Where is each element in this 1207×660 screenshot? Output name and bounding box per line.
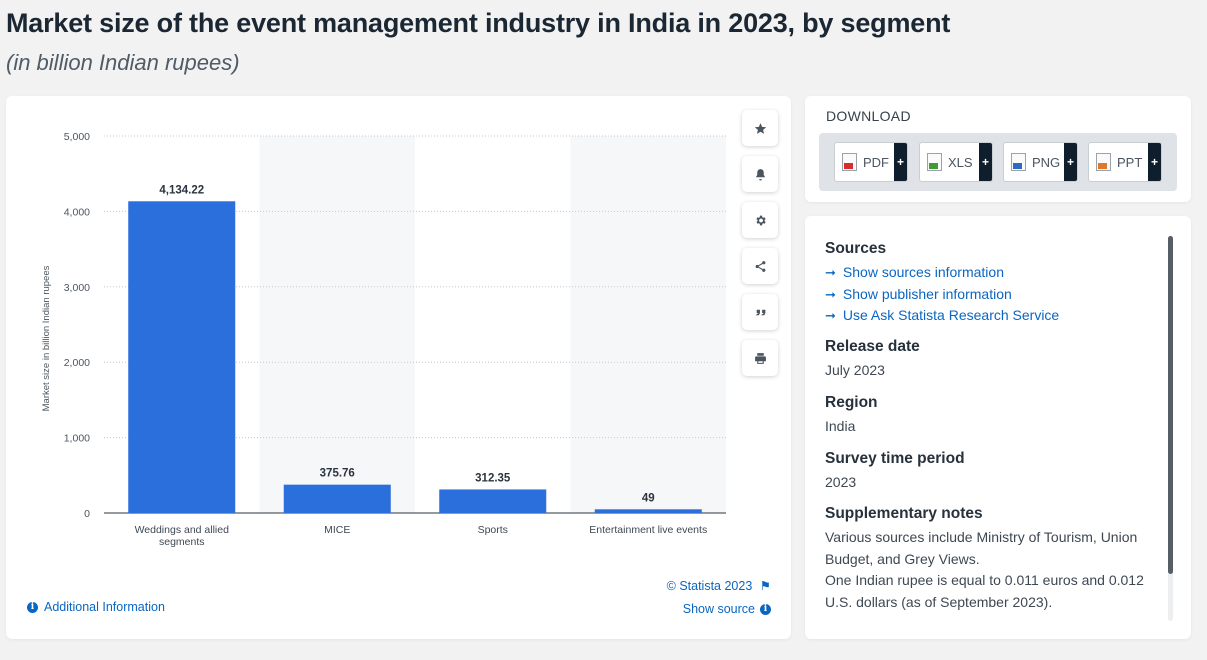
bar <box>594 509 702 513</box>
print-icon <box>754 352 766 364</box>
plus-icon: + <box>1064 143 1077 181</box>
arrow-right-icon: ➞ <box>825 286 836 302</box>
arrow-right-icon: ➞ <box>825 265 836 280</box>
bar <box>128 201 236 513</box>
ask-statista-label: Use Ask Statista Research Service <box>842 307 1060 323</box>
x-tick-label: MICE <box>324 524 350 536</box>
region-value: India <box>825 418 856 434</box>
download-xls-label: XLS <box>948 154 973 170</box>
category-band <box>259 136 415 513</box>
additional-information-link[interactable]: i Additional Information <box>27 600 165 614</box>
share-icon <box>755 260 765 272</box>
download-pdf-button[interactable]: PDF + <box>834 142 908 182</box>
arrow-right-icon: ➞ <box>825 308 836 323</box>
supplementary-notes-text-2: One Indian rupee is equal to 0.011 euros… <box>825 572 1144 610</box>
download-ppt-button[interactable]: PPT + <box>1088 142 1162 182</box>
bar <box>283 484 391 513</box>
flag-icon: ⚑ <box>759 579 771 593</box>
download-xls-button[interactable]: XLS + <box>919 142 993 182</box>
data-label: 4,134.22 <box>159 184 204 196</box>
share-button[interactable] <box>742 248 778 284</box>
show-publisher-link[interactable]: ➞ Show publisher information <box>825 284 1155 306</box>
region-section: Region India <box>825 394 1155 438</box>
x-tick-label: segments <box>159 536 205 548</box>
plus-icon: + <box>1148 143 1161 181</box>
ppt-file-icon <box>1096 153 1111 171</box>
png-file-icon <box>1011 153 1026 171</box>
pdf-file-icon <box>842 153 857 171</box>
show-sources-link[interactable]: ➞ Show sources information <box>825 262 1155 284</box>
gear-icon <box>755 215 766 225</box>
quote-icon <box>755 309 765 315</box>
y-tick-label: 0 <box>84 508 90 520</box>
show-sources-label: Show sources information <box>842 264 1004 280</box>
settings-button[interactable] <box>742 202 778 238</box>
x-tick-label: Weddings and allied <box>135 524 230 536</box>
release-date-section: Release date July 2023 <box>825 338 1155 382</box>
download-card: DOWNLOAD PDF + XLS + PNG + PPT + <box>805 96 1191 202</box>
favorite-button[interactable] <box>742 110 778 146</box>
page-title: Market size of the event management indu… <box>6 8 951 38</box>
star-icon <box>754 122 766 134</box>
chart-card: 0 1,000 2,000 3,000 4,000 5,000 Market size in… <box>6 96 791 639</box>
data-label: 49 <box>642 492 655 504</box>
show-source-link[interactable]: Show source i <box>683 602 771 616</box>
bar <box>439 489 547 513</box>
survey-period-value: 2023 <box>825 474 857 490</box>
survey-period-heading: Survey time period <box>825 450 965 467</box>
statista-credit[interactable]: © Statista 2023 ⚑ <box>667 578 771 593</box>
show-publisher-label: Show publisher information <box>842 285 1012 302</box>
download-png-button[interactable]: PNG + <box>1003 142 1078 182</box>
data-label: 312.35 <box>475 472 511 484</box>
x-tick-label: Sports <box>478 524 508 536</box>
download-pdf-label: PDF <box>863 154 889 170</box>
page-subtitle: (in billion Indian rupees) <box>6 50 240 75</box>
download-png-label: PNG <box>1032 154 1061 170</box>
x-tick-label: Entertainment live events <box>589 524 707 536</box>
credit-text: © Statista 2023 <box>666 579 753 593</box>
cite-button[interactable] <box>742 294 778 330</box>
scrollbar-thumb[interactable] <box>1168 236 1173 574</box>
xls-file-icon <box>927 153 942 171</box>
y-axis-label: Market size in billion Indian rupees <box>41 265 52 411</box>
info-icon: i <box>27 601 38 613</box>
show-source-label: Show source <box>682 602 755 616</box>
survey-period-section: Survey time period 2023 <box>825 450 1155 494</box>
supplementary-notes-section: Supplementary notes Various sources incl… <box>825 505 1155 613</box>
download-buttons: PDF + XLS + PNG + PPT + <box>819 133 1177 191</box>
release-date-heading: Release date <box>825 338 920 355</box>
info-icon: i <box>760 603 771 615</box>
info-card: Sources ➞ Show sources information ➞ Sho… <box>805 216 1191 639</box>
data-label: 375.76 <box>320 468 355 480</box>
y-tick-label: 1,000 <box>64 433 90 445</box>
y-tick-label: 3,000 <box>64 282 90 294</box>
print-button[interactable] <box>742 340 778 376</box>
notification-button[interactable] <box>742 156 778 192</box>
info-scrollbar[interactable] <box>1168 236 1173 621</box>
region-heading: Region <box>825 394 878 411</box>
supplementary-notes-heading: Supplementary notes <box>825 505 983 522</box>
plus-icon: + <box>894 143 907 181</box>
supplementary-notes-text-1: Various sources include Ministry of Tour… <box>825 529 1138 567</box>
download-ppt-label: PPT <box>1117 154 1143 170</box>
y-tick-label: 4,000 <box>64 206 90 218</box>
plus-icon: + <box>979 143 992 181</box>
additional-information-label: Additional Information <box>44 600 165 614</box>
category-band <box>570 136 726 513</box>
sources-heading: Sources <box>825 240 887 257</box>
sources-section: Sources ➞ Show sources information ➞ Sho… <box>825 240 1155 327</box>
download-heading: DOWNLOAD <box>826 108 911 124</box>
y-tick-label: 2,000 <box>64 357 90 369</box>
ask-statista-link[interactable]: ➞ Use Ask Statista Research Service <box>825 305 1155 327</box>
bar-chart: 0 1,000 2,000 3,000 4,000 5,000 Market size in… <box>41 131 726 548</box>
bell-icon <box>755 168 765 180</box>
y-tick-label: 5,000 <box>64 131 90 143</box>
release-date-value: July 2023 <box>825 362 885 378</box>
